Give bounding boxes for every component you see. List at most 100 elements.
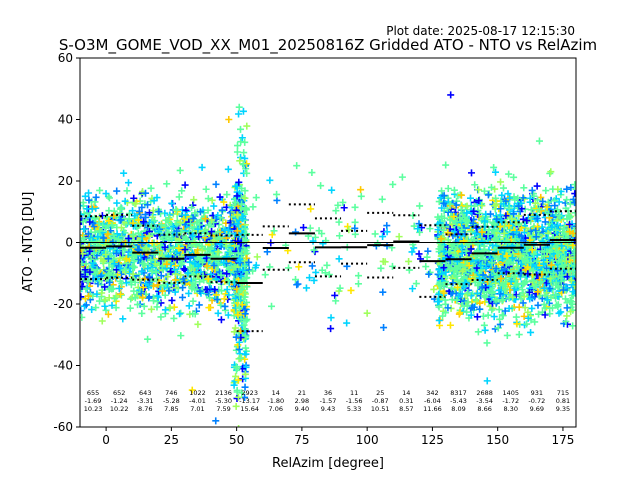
scatter-point [241, 154, 249, 162]
bin-mean-label: -1.24 [111, 397, 128, 405]
scatter-point [86, 218, 94, 226]
scatter-point [505, 258, 513, 266]
scatter-point [377, 264, 385, 272]
scatter-point [104, 255, 112, 263]
scatter-point [332, 207, 340, 215]
scatter-point [380, 324, 388, 332]
scatter-point [484, 230, 492, 238]
scatter-point [220, 295, 228, 303]
scatter-point [234, 212, 242, 220]
scatter-point [563, 185, 571, 193]
scatter-point [482, 293, 490, 301]
scatter-point [527, 259, 535, 267]
scatter-point [168, 235, 176, 243]
scatter-point [233, 148, 241, 156]
scatter-point [205, 291, 213, 299]
scatter-point [423, 253, 431, 261]
y-tick-label: -40 [53, 359, 73, 373]
scatter-point [102, 190, 110, 198]
scatter-point [177, 271, 185, 279]
scatter-point [524, 314, 532, 322]
scatter-point [185, 289, 193, 297]
scatter-point [531, 318, 539, 326]
bin-mean-label: -6.04 [424, 397, 441, 405]
scatter-point [508, 254, 516, 262]
scatter-point [130, 263, 138, 271]
scatter-point [293, 162, 301, 170]
scatter-point [273, 190, 281, 198]
scatter-point [237, 125, 245, 133]
scatter-point [115, 284, 123, 292]
scatter-point [292, 228, 300, 236]
scatter-point [185, 228, 193, 236]
scatter-point [458, 225, 466, 233]
scatter-point [534, 223, 542, 231]
bin-count-label: 1022 [189, 389, 206, 397]
scatter-point [444, 185, 452, 193]
scatter-point [233, 192, 241, 200]
scatter-point [566, 228, 574, 236]
scatter-point [463, 209, 471, 217]
scatter-point [135, 216, 143, 224]
scatter-point [482, 264, 490, 272]
scatter-point [239, 161, 247, 169]
scatter-point [101, 283, 109, 291]
bin-count-label: 715 [557, 389, 569, 397]
scatter-point [175, 244, 183, 252]
scatter-point [139, 259, 147, 267]
scatter-point [474, 328, 482, 336]
scatter-point [199, 259, 207, 267]
scatter-point [553, 267, 561, 275]
scatter-point [110, 271, 118, 279]
scatter-point [521, 304, 529, 312]
scatter-point [122, 255, 130, 263]
scatter-point [405, 257, 413, 265]
scatter-point [437, 194, 445, 202]
scatter-point [563, 215, 571, 223]
scatter-point [216, 240, 224, 248]
scatter-point [388, 262, 396, 270]
scatter-point [91, 228, 99, 236]
scatter-point [116, 264, 124, 272]
scatter-point [486, 273, 494, 281]
scatter-point [88, 306, 96, 314]
scatter-point [129, 262, 137, 270]
bin-count-label: 652 [113, 389, 125, 397]
bin-mean-label: -0.72 [528, 397, 545, 405]
scatter-point [470, 207, 478, 215]
scatter-point [454, 293, 462, 301]
scatter-point [410, 244, 418, 252]
scatter-point [214, 211, 222, 219]
scatter-point [467, 267, 475, 275]
scatter-point [319, 240, 327, 248]
scatter-point [469, 219, 477, 227]
scatter-point [499, 312, 507, 320]
scatter-point [378, 195, 386, 203]
scatter-point [196, 208, 204, 216]
scatter-point [234, 311, 242, 319]
scatter-point [335, 218, 343, 226]
scatter-point [124, 179, 132, 187]
scatter-point [133, 223, 141, 231]
scatter-point [91, 198, 99, 206]
scatter-point [567, 276, 575, 284]
scatter-point [138, 233, 146, 241]
bin-std-label: 9.40 [295, 405, 309, 413]
scatter-point [117, 216, 125, 224]
scatter-point [418, 224, 426, 232]
scatter-point [182, 235, 190, 243]
scatter-point [458, 267, 466, 275]
scatter-point [205, 304, 213, 312]
scatter-point [461, 261, 469, 269]
bin-std-label: 9.43 [321, 405, 335, 413]
scatter-point [249, 267, 257, 275]
scatter-point [523, 253, 531, 261]
scatter-point [118, 280, 126, 288]
scatter-point [82, 285, 90, 293]
scatter-point [444, 304, 452, 312]
scatter-point [308, 169, 316, 177]
scatter-point [241, 393, 249, 401]
plot-date: Plot date: 2025-08-17 12:15:30 [386, 24, 575, 38]
scatter-point [527, 206, 535, 214]
scatter-point [527, 328, 535, 336]
